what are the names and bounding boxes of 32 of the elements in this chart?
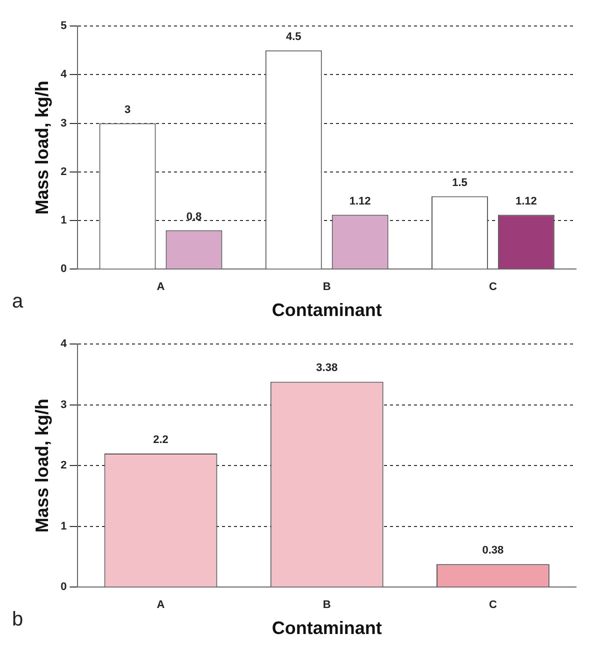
data-label: 3 (124, 104, 131, 116)
x-tick-label: C (488, 598, 497, 611)
data-label: 4.5 (286, 30, 302, 43)
y-tick-label: 4 (60, 68, 68, 81)
y-tick-label: 4 (60, 338, 68, 350)
x-tick-label: C (488, 280, 497, 293)
data-label: 0.8 (186, 210, 202, 223)
data-label: 0.38 (482, 544, 504, 557)
data-label: 3.38 (316, 362, 338, 374)
y-tick-label: 1 (60, 520, 67, 532)
x-tick-label: A (156, 280, 165, 293)
y-tick-label: 3 (60, 398, 67, 411)
data-label: 1.5 (452, 176, 468, 189)
text: b (12, 608, 24, 631)
y-tick-label: 5 (60, 20, 67, 32)
x-tick-label: A (156, 598, 165, 611)
y-tick-label: 2 (60, 460, 67, 472)
data-label: 1.12 (515, 195, 537, 208)
y-tick-label: 0 (60, 263, 67, 276)
y-tick-label: 0 (60, 581, 67, 594)
y-tick-label: 1 (60, 214, 67, 227)
x-tick-label: B (322, 280, 331, 293)
data-label: 2.2 (153, 434, 168, 446)
x-axis-title: Contaminant (272, 300, 382, 320)
y-tick-label: 3 (60, 117, 67, 130)
y-axis-title: Mass load, kg/h (32, 398, 52, 533)
data-label: 1.12 (349, 195, 371, 208)
text: a (12, 290, 24, 313)
y-tick-label: 2 (60, 166, 67, 178)
x-tick-label: B (322, 598, 331, 611)
x-axis-title: Contaminant (272, 618, 382, 638)
y-axis-title: Mass load, kg/h (32, 80, 52, 215)
